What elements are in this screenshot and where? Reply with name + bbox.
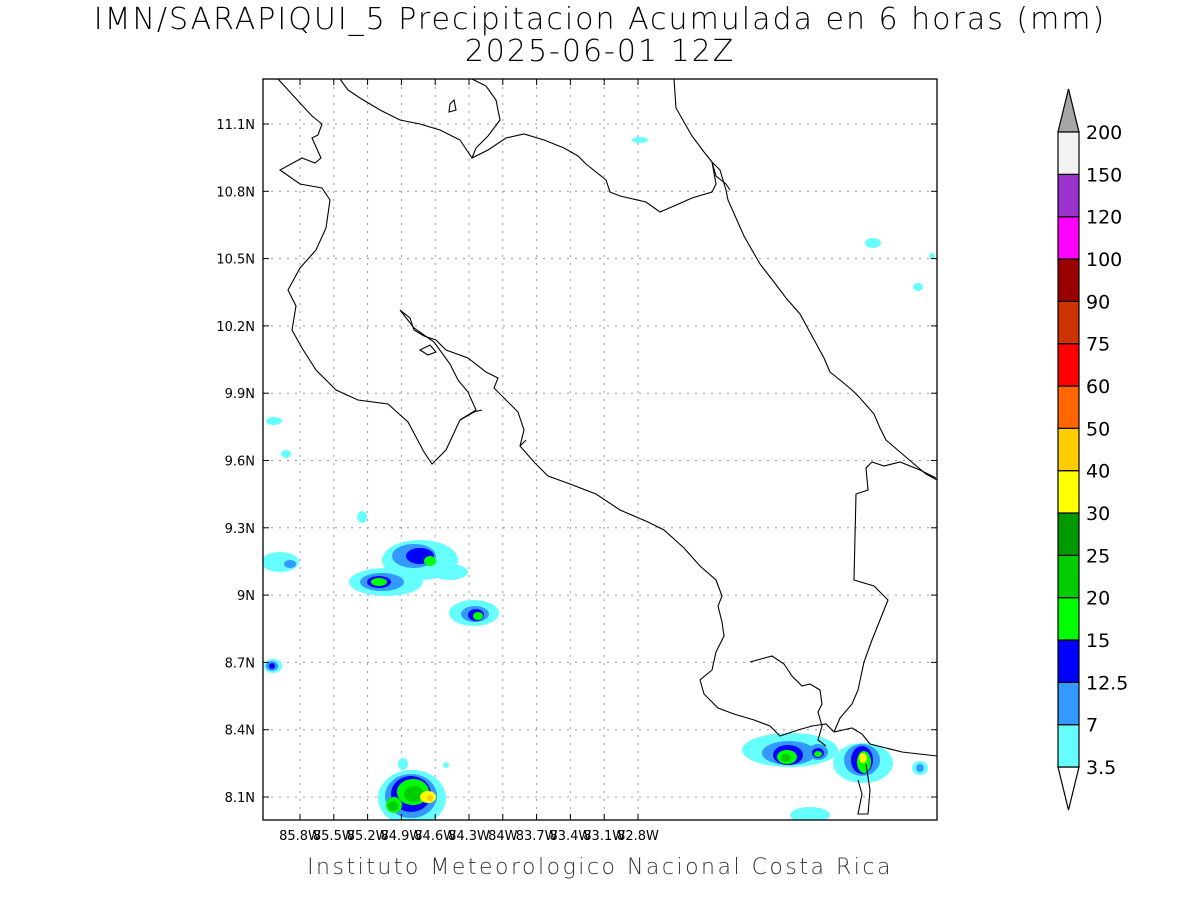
colorbar-label: 20	[1086, 588, 1110, 610]
precip-cell	[388, 801, 398, 811]
colorbar-label: 25	[1086, 545, 1110, 567]
colorbar-swatch	[1057, 554, 1080, 599]
coastline	[270, 79, 937, 815]
precip-cell	[427, 795, 433, 801]
lon-tick-label: 85.8W	[279, 829, 321, 844]
colorbar-legend: 3.5 7 12.5 15 20 25 30 40 50 60 75 90 100 120 150 200	[1057, 88, 1128, 811]
precip-cell	[916, 764, 924, 772]
lon-tick-label: 84.9W	[380, 829, 422, 844]
colorbar-swatch	[1057, 470, 1080, 514]
precip-cell	[284, 560, 296, 568]
precip-cell	[929, 253, 935, 259]
precip-cell	[913, 283, 923, 291]
lon-tick-label: 84W	[488, 829, 518, 844]
colorbar-label: 50	[1086, 418, 1110, 440]
colorbar-swatch	[1057, 173, 1080, 218]
lon-tick-label: 83.4W	[549, 829, 591, 844]
lon-tick-label: 83.7W	[516, 829, 558, 844]
precip-cell	[266, 417, 282, 425]
lon-tick-label: 84.6W	[414, 829, 456, 844]
precip-cell	[398, 758, 408, 770]
colorbar-label: 60	[1086, 376, 1110, 398]
precip-cell	[371, 578, 387, 586]
colorbar-swatch	[1057, 681, 1080, 726]
colorbar-label: 120	[1086, 207, 1122, 229]
lon-tick-label: 82.8W	[617, 829, 659, 844]
precip-cell	[432, 564, 468, 580]
colorbar-swatch	[1057, 385, 1080, 429]
colorbar-swatch	[1057, 597, 1080, 641]
lat-tick-label: 9.3N	[225, 522, 255, 537]
colorbar-label: 75	[1086, 334, 1110, 356]
map-frame	[262, 78, 938, 821]
colorbar-label: 40	[1086, 461, 1110, 483]
precip-cell	[790, 807, 830, 820]
lat-tick-label: 11.1N	[216, 118, 255, 133]
precip-cell	[443, 762, 449, 768]
colorbar-swatch	[1057, 343, 1080, 387]
lon-tick-label: 83.1W	[583, 829, 625, 844]
lat-tick-label: 8.1N	[225, 791, 255, 806]
precip-cell	[269, 663, 275, 669]
colorbar-swatch	[1057, 639, 1080, 683]
lat-tick-label: 9N	[237, 589, 255, 604]
lat-tick-label: 9.9N	[225, 387, 255, 402]
latitude-axis: 11.1N 10.8N 10.5N 10.2N 9.9N 9.6N 9.3N 9N 8.7N 8.…	[216, 118, 937, 806]
lon-tick-label: 84.3W	[448, 829, 490, 844]
colorbar-swatch	[1057, 724, 1080, 768]
precip-cell	[357, 511, 367, 523]
lat-tick-label: 10.5N	[216, 253, 255, 268]
colorbar-label: 100	[1086, 249, 1122, 271]
precipitation-fields	[263, 137, 935, 820]
colorbar-label: 200	[1086, 122, 1122, 144]
map-gridlines	[263, 79, 937, 820]
colorbar-swatch	[1057, 427, 1080, 472]
colorbar-swatch	[1057, 216, 1080, 260]
colorbar-label: 15	[1086, 630, 1110, 652]
colorbar-label: 90	[1086, 291, 1110, 313]
precip-cell	[281, 450, 291, 458]
precip-cell	[632, 137, 648, 143]
footer-credit: Instituto Meteorologico Nacional Costa R…	[307, 855, 893, 880]
precip-cell	[473, 612, 483, 620]
colorbar-min-arrow	[1057, 766, 1080, 811]
colorbar-swatch	[1057, 300, 1080, 345]
precip-cell	[424, 556, 436, 566]
colorbar-swatch	[1057, 512, 1080, 556]
precip-cell	[859, 753, 867, 763]
colorbar-label: 150	[1086, 164, 1122, 186]
precip-cell	[404, 786, 424, 802]
lon-tick-label: 85.5W	[313, 829, 355, 844]
lat-tick-label: 10.2N	[216, 320, 255, 335]
lat-tick-label: 9.6N	[225, 455, 255, 470]
colorbar-label: 7	[1086, 715, 1098, 737]
lat-tick-label: 8.4N	[225, 724, 255, 739]
precip-cell	[814, 751, 822, 757]
colorbar-label: 3.5	[1086, 757, 1116, 779]
map-title: IMN/SARAPIQUI_5 Precipitacion Acumulada …	[93, 2, 1107, 37]
precip-cell	[865, 238, 881, 248]
colorbar-label: 30	[1086, 503, 1110, 525]
colorbar-swatch	[1057, 258, 1080, 302]
lon-tick-label: 85.2W	[347, 829, 389, 844]
map-datetime: 2025-06-01 12Z	[464, 34, 736, 69]
lat-tick-label: 10.8N	[216, 185, 255, 200]
precip-cell	[781, 754, 791, 762]
lat-tick-label: 8.7N	[225, 656, 255, 671]
colorbar-max-arrow	[1057, 88, 1080, 133]
longitude-axis: 85.8W85.5W85.2W84.9W84.6W84.3W84W83.7W83…	[279, 79, 659, 844]
colorbar-label: 12.5	[1086, 672, 1128, 694]
colorbar-swatch	[1057, 131, 1080, 175]
